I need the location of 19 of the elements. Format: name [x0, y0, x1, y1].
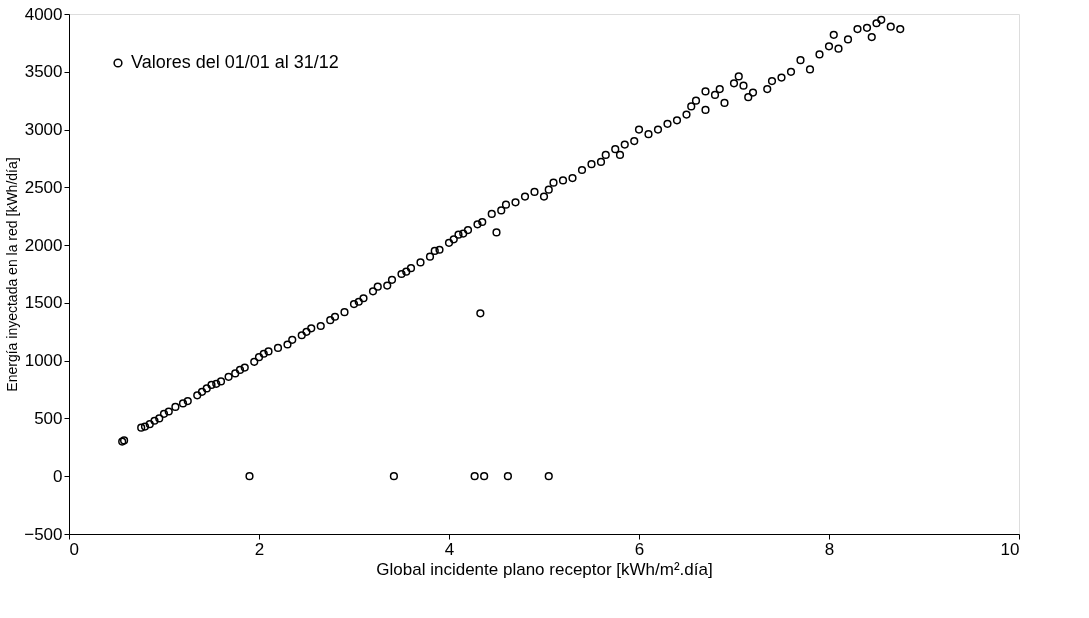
x-tick-label: 8 [824, 539, 835, 559]
y-tick-label: −500 [24, 524, 63, 544]
x-tick-label: 0 [69, 539, 79, 559]
x-tick-label: 10 [1000, 539, 1020, 559]
y-axis-title: Energía inyectada en la red [kWh/día] [4, 157, 21, 392]
y-tick-label: 2000 [24, 235, 63, 255]
legend-label: Valores del 01/01 al 31/12 [131, 52, 339, 72]
y-tick-label: 2500 [24, 177, 63, 197]
y-tick-label: 1000 [24, 351, 63, 371]
y-tick-label: 0 [53, 466, 63, 486]
y-tick-label: 4000 [24, 4, 63, 24]
x-tick-label: 4 [444, 539, 455, 559]
y-tick-label: 1500 [24, 293, 63, 313]
y-tick-label: 500 [34, 408, 63, 428]
x-axis-title: Global incidente plano receptor [kWh/m².día] [376, 559, 713, 579]
y-tick-label: 3000 [24, 120, 63, 140]
y-tick-label: 3500 [24, 62, 63, 82]
x-tick-label: 2 [254, 539, 265, 559]
x-tick-label: 6 [634, 539, 645, 559]
